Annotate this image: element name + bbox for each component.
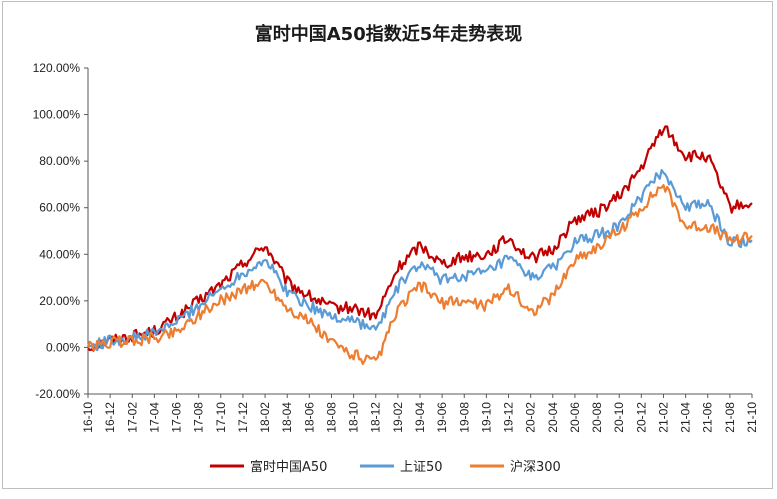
x-tick-label: 20-12 (634, 402, 648, 433)
series-group (86, 125, 753, 366)
x-tick-label: 21-02 (656, 402, 670, 433)
x-tick-label: 20-02 (524, 402, 538, 433)
y-tick-label: 40.00% (39, 247, 80, 261)
x-tick-label: 18-04 (280, 402, 294, 433)
legend-label: 上证50 (400, 460, 443, 475)
x-tick-label: 19-08 (457, 402, 471, 433)
x-tick-label: 17-04 (147, 402, 161, 433)
chart-frame (2, 1, 773, 489)
legend: 富时中国A50 上证50 沪深300 (210, 459, 561, 475)
x-tick-label: 18-06 (302, 402, 316, 433)
y-tick-label: 80.00% (39, 154, 80, 168)
x-tick-label: 19-02 (391, 402, 405, 433)
series-line-3 (86, 184, 753, 366)
x-tick-label: 20-08 (590, 402, 604, 433)
x-tick-label: 18-02 (258, 402, 272, 433)
x-tick-label: 18-10 (347, 402, 361, 433)
x-tick-label: 20-10 (612, 402, 626, 433)
y-tick-label: 60.00% (39, 201, 80, 215)
x-tick-label: 17-06 (170, 402, 184, 433)
x-tick-label: 20-04 (546, 402, 560, 433)
x-tick-label: 16-10 (81, 402, 95, 433)
x-tick-label: 16-12 (103, 402, 117, 433)
x-tick-label: 19-10 (479, 402, 493, 433)
x-tick-label: 19-06 (435, 402, 449, 433)
y-tick-label: 100.00% (33, 108, 81, 122)
x-axis: 16-10 16-12 17-02 17-04 17-06 17-08 17-10 17-12… (81, 393, 759, 433)
x-tick-label: 18-08 (324, 402, 338, 433)
chart-title: 富时中国A50指数近5年走势表现 (254, 24, 523, 45)
y-tick-label: 120.00% (33, 61, 81, 75)
x-tick-label: 17-10 (214, 402, 228, 433)
legend-label: 沪深300 (510, 459, 561, 475)
x-tick-label: 21-08 (723, 402, 737, 433)
x-tick-label: 19-12 (502, 402, 516, 433)
x-tick-label: 17-08 (192, 402, 206, 433)
x-tick-label: 20-06 (568, 402, 582, 433)
y-tick-label: 0.00% (46, 340, 80, 354)
x-tick-label: 21-10 (745, 402, 759, 433)
legend-label: 富时中国A50 (250, 459, 327, 475)
x-tick-label: 21-04 (679, 402, 693, 433)
x-tick-label: 17-12 (236, 402, 250, 433)
x-tick-label: 21-06 (701, 402, 715, 433)
x-tick-label: 18-12 (369, 402, 383, 433)
x-tick-label: 17-02 (125, 402, 139, 433)
x-tick-label: 19-04 (413, 402, 427, 433)
series-line-1 (87, 125, 753, 352)
y-tick-label: 20.00% (39, 294, 80, 308)
y-tick-label: -20.00% (35, 387, 80, 401)
y-axis: 120.00% 100.00% 80.00% 60.00% 40.00% 20.00% 0.… (33, 61, 89, 401)
